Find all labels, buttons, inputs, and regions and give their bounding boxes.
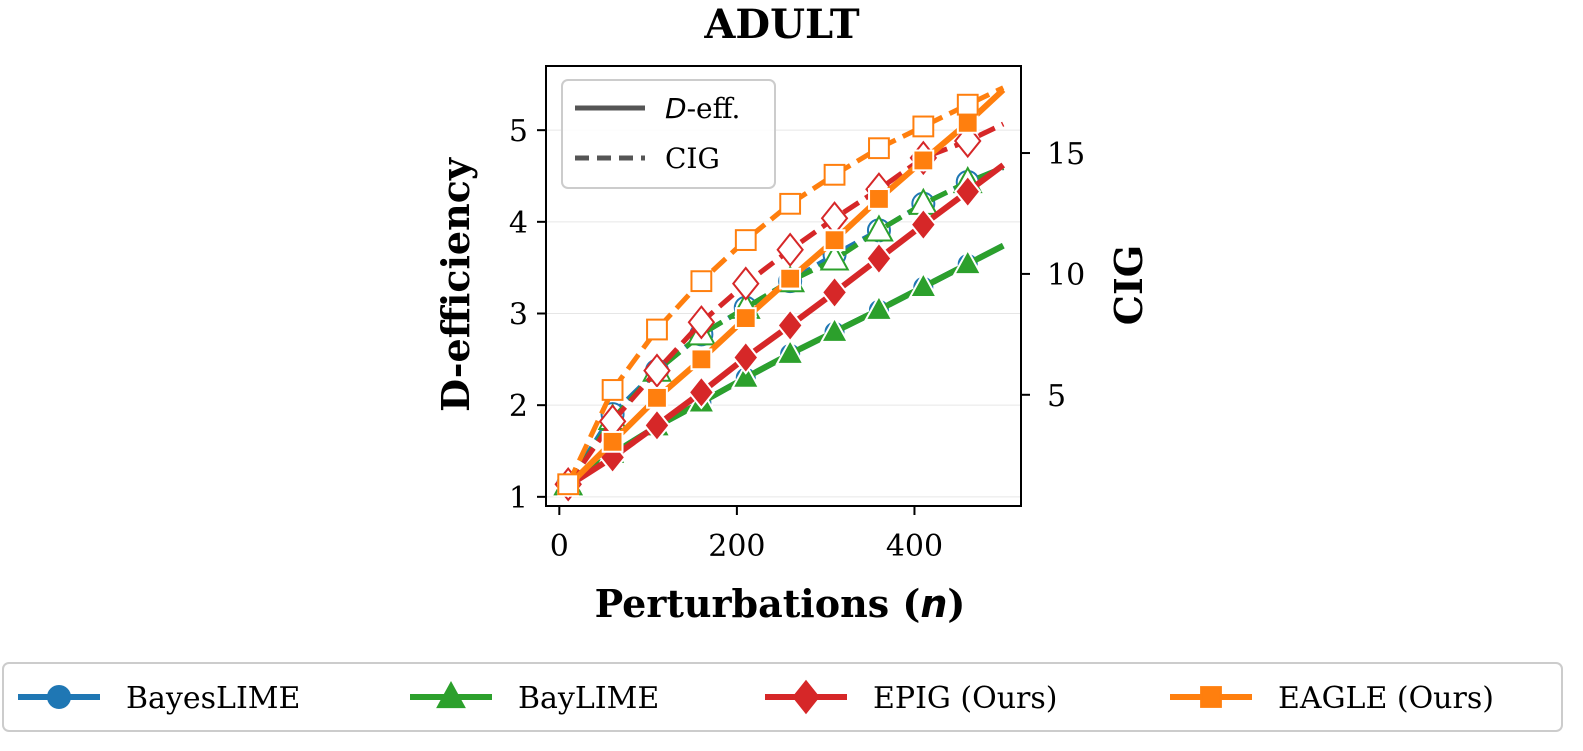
- deff-point-eagle: [646, 386, 668, 409]
- cig-point-epig: [953, 123, 982, 159]
- deff-point-eagle: [912, 149, 935, 172]
- deff-point-eagle: [690, 348, 713, 371]
- deff-point-epig: [820, 275, 849, 310]
- cig-point-eagle: [956, 93, 979, 116]
- legend-marker-baylime: [436, 681, 466, 709]
- deff-point-epig: [732, 340, 760, 375]
- cig-point-eagle: [779, 192, 802, 215]
- deff-point-baylime: [864, 293, 894, 321]
- deff-point-eagle: [779, 267, 802, 290]
- deff-point-eagle: [868, 188, 890, 210]
- inner-legend: D-eff. CIG: [561, 79, 776, 189]
- cig-point-epig: [687, 305, 716, 340]
- legend-label-epig: EPIG (Ours): [873, 681, 1058, 716]
- deff-point-baylime: [819, 315, 850, 343]
- y-left-tick-label: 3: [509, 298, 528, 333]
- cig-point-baylime: [819, 243, 850, 271]
- x-tick-label: 400: [886, 529, 943, 564]
- deff-point-epig: [687, 375, 716, 410]
- series-epig: [554, 121, 1006, 504]
- y-left-tick-label: 5: [509, 114, 528, 149]
- inner-legend-label: CIG: [665, 142, 720, 175]
- x-axis-label: Perturbations (n): [595, 581, 966, 626]
- deff-point-eagle: [956, 111, 979, 134]
- cig-line-baylime: [566, 165, 1005, 486]
- chart-title: ADULT: [703, 1, 859, 48]
- y-axis-left-label: D-efficiency: [433, 157, 478, 412]
- deff-point-epig: [865, 241, 893, 276]
- legend-label-baylime: BayLIME: [518, 681, 659, 716]
- cig-point-eagle: [601, 379, 624, 401]
- cig-point-eagle: [646, 318, 668, 341]
- y-axis-right-label: CIG: [1106, 245, 1151, 325]
- plot-frame: [545, 65, 1022, 507]
- cig-point-baylime: [864, 214, 894, 242]
- deff-point-epig: [909, 207, 938, 242]
- inner-legend-label: D-eff.: [665, 92, 740, 125]
- y-right-tick-label: 5: [1047, 379, 1066, 414]
- deff-point-eagle: [601, 430, 624, 453]
- deff-point-epig: [643, 408, 671, 443]
- cig-point-epig: [776, 232, 804, 267]
- y-right-tick-label: 15: [1047, 137, 1085, 172]
- y-left-tick-label: 4: [509, 206, 528, 241]
- deff-point-baylime: [730, 361, 761, 389]
- series-layer: [553, 85, 1006, 504]
- y-left-tick-label: 2: [509, 389, 528, 424]
- deff-point-baylime: [775, 337, 806, 365]
- series-eagle: [557, 85, 1006, 497]
- cig-point-eagle: [690, 270, 713, 293]
- y-right-tick-label: 10: [1047, 258, 1085, 293]
- x-tick-label: 0: [550, 529, 569, 564]
- legend-label-bayeslime: BayesLIME: [126, 681, 300, 716]
- cig-point-epig: [732, 266, 760, 301]
- cig-point-eagle: [912, 115, 935, 138]
- deff-point-baylime: [908, 270, 939, 298]
- cig-point-eagle: [823, 163, 846, 186]
- legend-marker-bayeslime: [47, 685, 71, 709]
- legend-marker-eagle: [1200, 686, 1222, 708]
- cig-point-epig: [643, 353, 671, 388]
- cig-line-eagle: [565, 85, 1005, 486]
- cig-point-eagle: [557, 473, 580, 496]
- y-left-tick-label: 1: [509, 481, 528, 516]
- deff-point-epig: [953, 174, 982, 209]
- x-tick-label: 200: [708, 529, 765, 564]
- cig-point-eagle: [734, 229, 757, 251]
- deff-point-epig: [776, 308, 804, 343]
- deff-point-baylime: [952, 248, 983, 276]
- deff-point-eagle: [734, 307, 757, 329]
- legend-marker-epig: [792, 679, 820, 715]
- cig-point-eagle: [868, 137, 890, 160]
- axis-layer: 0 200 400 1 2 3 4 5 5 10 15: [509, 114, 1085, 564]
- deff-point-eagle: [823, 229, 846, 252]
- bottom-legend: BayesLIME BayLIME EPIG (Ours) EAGLE (Ours): [2, 662, 1563, 732]
- legend-label-eagle: EAGLE (Ours): [1278, 681, 1494, 716]
